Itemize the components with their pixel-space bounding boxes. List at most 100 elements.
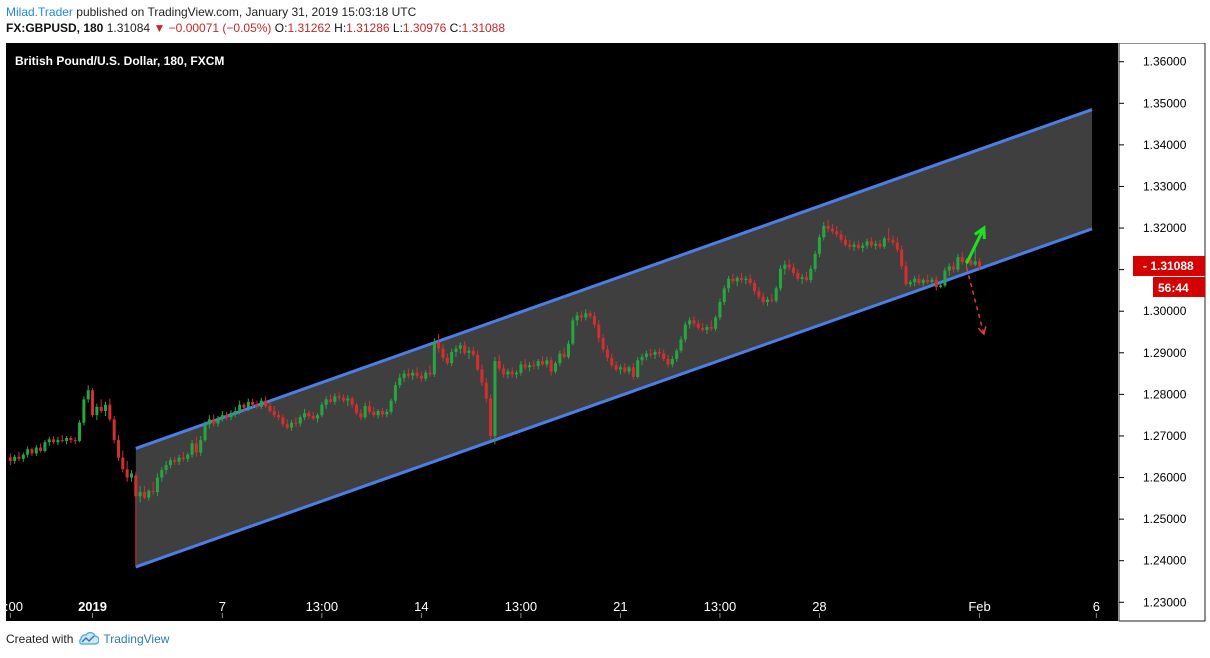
candle [978,257,982,271]
candle-body [848,244,852,247]
candle-body [277,415,281,418]
candle [579,311,583,322]
candle-body [199,440,203,453]
candle-body [225,415,229,418]
candle [277,411,281,421]
candle-body [367,406,371,412]
candle [939,282,943,289]
candle-body [787,264,791,268]
candle-body [281,417,285,425]
candle-body [69,438,73,441]
candle-body [186,454,190,459]
candle [480,364,484,387]
price-axis[interactable] [1119,43,1205,621]
candle-body [722,288,726,303]
candle [882,236,886,249]
candle [199,435,203,456]
candle [467,346,471,360]
candle-body [34,447,38,454]
candle [515,370,519,379]
candle-body [424,372,428,379]
price-chart[interactable]: 1.360001.350001.340001.330001.320001.310… [0,43,1210,623]
candle [341,394,346,403]
candle [484,377,488,403]
candle [601,334,605,353]
candle [623,363,627,374]
candle-body [956,257,960,270]
candle [60,435,64,443]
candle [450,348,454,367]
y-tick-label: 1.23000 [1143,595,1187,609]
candle [290,420,294,431]
y-tick-label: 1.36000 [1143,55,1187,69]
candle [337,392,341,401]
x-tick-label: 2019 [78,599,107,614]
author-link[interactable]: Milad.Trader [6,5,73,19]
candle-body [930,279,934,283]
candle-body [523,364,527,368]
candle-body [835,231,839,235]
low-value: 1.30976 [402,21,447,35]
candle-body [943,270,947,286]
candle-body [826,225,830,229]
candle-body [822,225,826,238]
candle-body [502,368,506,375]
candle-body [454,348,458,352]
published-text: published on TradingView.com, January 31… [76,5,417,19]
candle-body [173,460,177,462]
candle [363,402,367,420]
candle [692,316,696,328]
candle-body [385,411,389,415]
candle-body [272,411,276,416]
candle [778,265,783,292]
candle [108,398,112,422]
candle-body [129,473,133,478]
candle-body [95,406,99,416]
candle [13,454,17,464]
candle [696,319,700,330]
candle [917,274,921,286]
candle-body [458,345,462,349]
close-label: C: [449,21,462,35]
candle [34,445,38,456]
candle-body [207,419,211,425]
candle-body [372,411,376,416]
candle-body [242,404,246,408]
candle-body [657,351,661,354]
candle-body [804,277,808,281]
candle-body [445,357,449,364]
candle [294,417,298,427]
close-value: 1.31088 [461,21,506,35]
y-tick-label: 1.26000 [1143,471,1187,485]
channel-upper-line[interactable] [135,108,1093,450]
down-arrow[interactable] [965,267,987,336]
candle-body [116,440,121,458]
candle-body [861,245,865,248]
candle [21,452,25,463]
candle-body [181,457,185,459]
created-with-text: Created with [6,632,74,646]
candle-body [519,364,523,373]
candle-body [761,296,765,303]
candle [65,435,69,445]
y-tick-label: 1.30000 [1143,304,1187,318]
candle [597,320,601,343]
up-arrow[interactable] [965,225,986,265]
candle [869,237,873,249]
candle-body [268,406,272,412]
tradingview-brand[interactable]: TradingView [103,632,170,646]
candle [796,268,800,282]
candle [744,275,748,285]
candle-body [679,339,683,351]
candle-body [450,351,454,364]
candle [657,347,661,357]
candle-body [251,401,255,405]
candle [164,460,168,475]
candle-body [753,282,757,292]
y-tick-label: 1.32000 [1143,221,1187,235]
x-tick-label: 6 [1093,599,1100,614]
channel-lower-line[interactable] [135,227,1093,569]
candle-body [30,449,34,454]
candle-body [800,277,804,279]
candle-body [515,372,519,375]
